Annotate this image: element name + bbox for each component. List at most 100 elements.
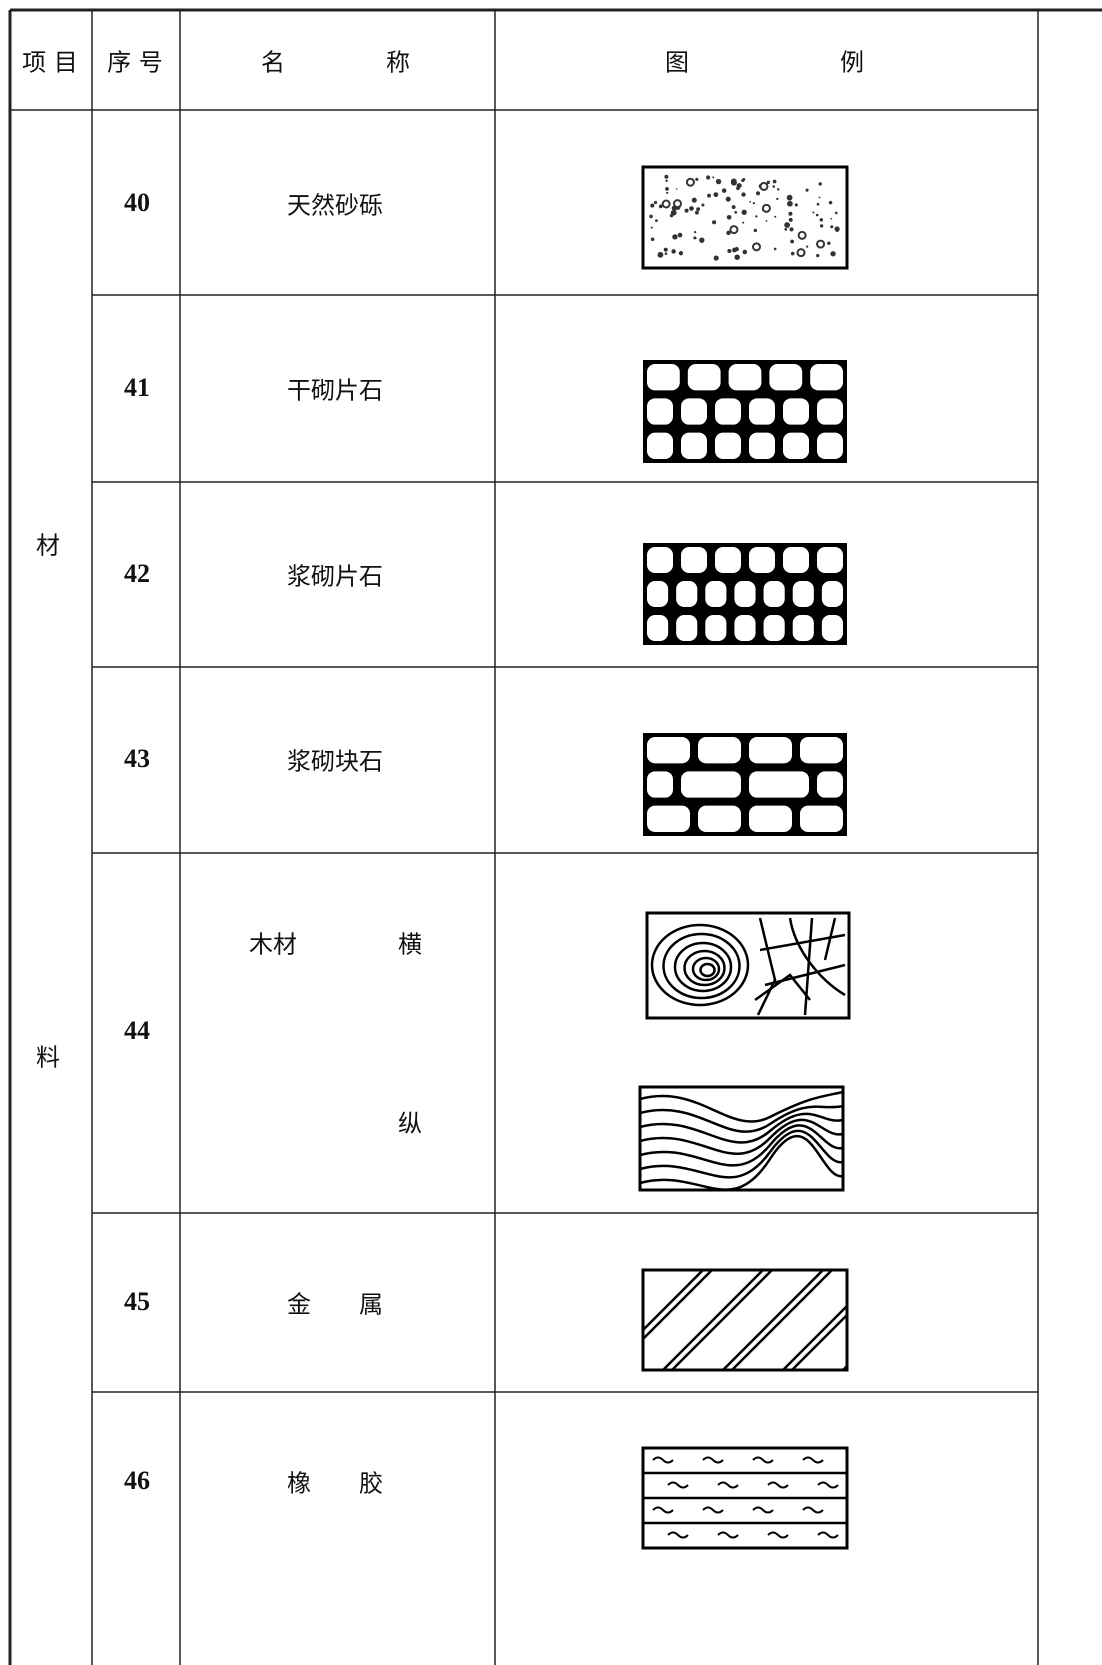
gravel-dot (666, 191, 669, 194)
gravel-stone (759, 181, 769, 191)
gravel-dot (725, 196, 731, 202)
rubber-mark (802, 1456, 824, 1464)
gravel-dot (701, 203, 705, 207)
row-number: 41 (124, 373, 150, 402)
rubber-mark (767, 1481, 789, 1489)
gravel-dot (712, 220, 717, 225)
rubber-mark (752, 1506, 774, 1514)
gravel-dot (665, 186, 669, 191)
stone (715, 398, 741, 425)
gravel-dot (741, 178, 745, 183)
wood-ring (662, 932, 741, 1000)
header-legend: 例 (840, 48, 864, 77)
stone (647, 581, 669, 607)
hatch-line (842, 1364, 847, 1370)
stone (681, 771, 741, 798)
gravel-dot (734, 254, 740, 260)
rubber-mark (702, 1506, 724, 1514)
gravel-dot (741, 192, 746, 197)
stone (792, 581, 814, 607)
hatch-line (791, 1313, 847, 1370)
row-name: 浆砌块石 (287, 747, 383, 776)
stone (647, 398, 673, 425)
wood-grain (639, 1112, 844, 1144)
gravel-dot (664, 174, 669, 179)
gravel-dot (734, 210, 738, 214)
hatch-line (722, 1270, 824, 1370)
wood-grain (639, 1090, 844, 1123)
stone (769, 364, 803, 391)
row-number: 43 (124, 744, 150, 773)
row-sub: 纵 (398, 1109, 422, 1138)
wood-crack (803, 917, 814, 1016)
stone (705, 615, 727, 641)
gravel-dot (726, 214, 732, 220)
stone (681, 432, 707, 459)
hatch-line (643, 1270, 713, 1341)
category: 料 (36, 1043, 60, 1072)
gravel-dot (790, 239, 795, 244)
stone (676, 581, 698, 607)
gravel-dot (658, 204, 663, 209)
stone (734, 615, 756, 641)
gravel-stone (816, 239, 826, 249)
row-name: 金 属 (287, 1290, 383, 1319)
gravel-dot (741, 209, 747, 215)
stone (647, 547, 673, 573)
gravel-dot (830, 217, 833, 220)
row-number: 40 (124, 188, 150, 217)
gravel-dot (695, 177, 699, 181)
gravel-dot (784, 222, 791, 228)
rubber-mark (667, 1481, 689, 1489)
stone (783, 547, 809, 573)
gravel-dot (755, 215, 758, 218)
gravel-dot (765, 220, 768, 222)
stone (749, 547, 775, 573)
wood-grain (639, 1104, 844, 1133)
row-number: 46 (124, 1466, 150, 1495)
stone (749, 737, 792, 764)
gravel-dot (788, 217, 793, 222)
gravel-stone (685, 177, 695, 187)
row-name: 天然砂砾 (287, 191, 383, 220)
gravel-dot (650, 237, 655, 242)
gravel-dot (675, 188, 678, 190)
stone (647, 615, 669, 641)
stone (698, 805, 741, 832)
stone (687, 364, 721, 391)
gravel-dot (776, 197, 779, 201)
gravel-stone (761, 203, 771, 213)
wood-ring (683, 949, 726, 987)
gravel-dot (650, 226, 653, 229)
gravel-dot (671, 249, 676, 254)
rubber-mark (702, 1456, 724, 1464)
hatch-line (852, 1270, 952, 1370)
wood-ring (691, 956, 721, 982)
gravel-dot (815, 213, 819, 217)
gravel-dot (712, 176, 715, 179)
rubber-mark (752, 1456, 774, 1464)
legend-frame (645, 911, 851, 1020)
stone (647, 805, 690, 832)
row-name: 木材 (249, 930, 297, 959)
row-number: 45 (124, 1287, 150, 1316)
gravel-dot (742, 221, 745, 224)
stone (800, 737, 843, 764)
wood-ring (650, 923, 750, 1007)
stone (681, 547, 707, 573)
header-name: 称 (386, 48, 410, 77)
wood-crack (764, 963, 846, 987)
rubber-mark (817, 1531, 839, 1539)
legend-frame (641, 1268, 849, 1372)
rubber-mark (652, 1506, 674, 1514)
gravel-dot (649, 214, 653, 219)
legend-frame (641, 165, 849, 270)
gravel-dot (816, 202, 820, 206)
gravel-dot (732, 247, 737, 253)
hatch-line (782, 1304, 847, 1370)
gravel-dot (772, 179, 777, 184)
stone (676, 615, 698, 641)
gravel-dot (812, 211, 815, 214)
gravel-dot (834, 211, 838, 215)
